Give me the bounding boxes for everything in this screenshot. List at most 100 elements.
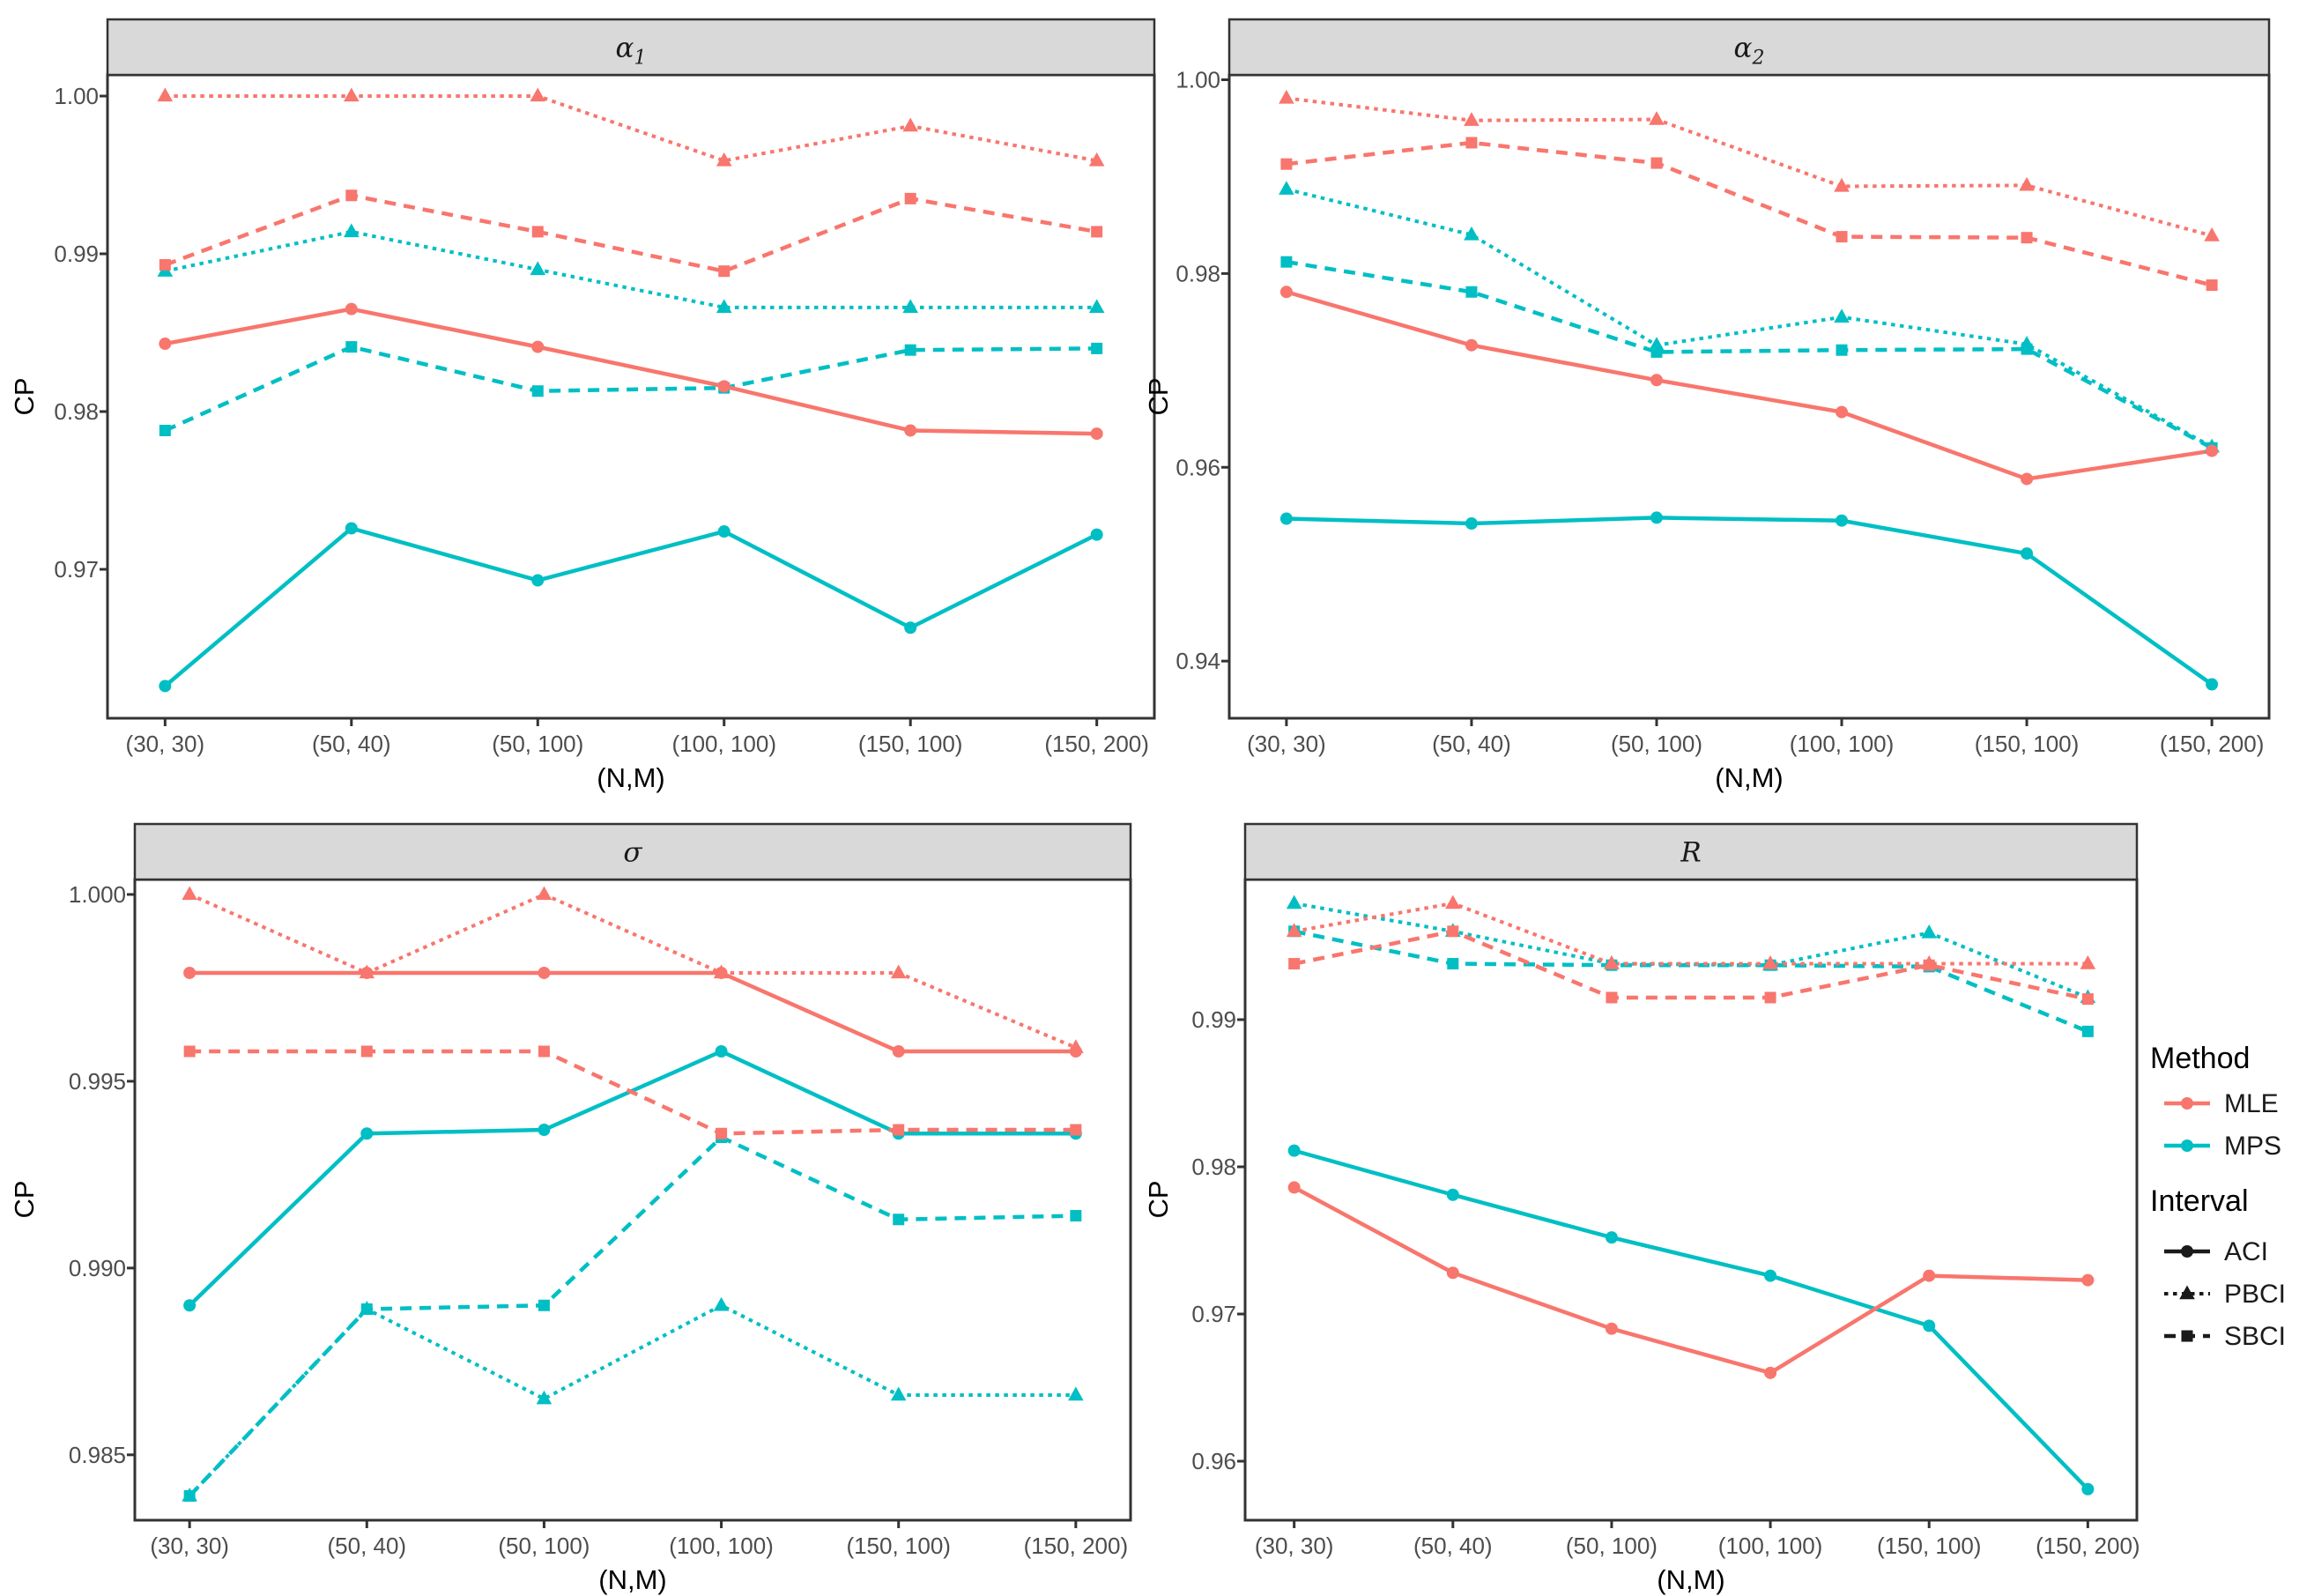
marker-MPS-SBCI — [904, 344, 916, 356]
facet-strip — [133, 822, 1132, 881]
marker-MLE-SBCI — [1280, 158, 1293, 170]
marker-MPS-PBCI — [1088, 299, 1105, 314]
marker-MPS-SBCI — [2021, 343, 2033, 355]
marker-MLE-PBCI — [1088, 152, 1105, 167]
marker-MLE-SBCI — [1650, 157, 1663, 169]
marker-MPS-ACI — [1287, 1144, 1301, 1157]
legend-item-label-SBCI: SBCI — [2224, 1322, 2286, 1351]
x-tick-label: (50, 100) — [1611, 731, 1702, 757]
legend-key-marker-ACI — [2181, 1245, 2193, 1258]
strip-title: R — [1680, 837, 1701, 869]
marker-MLE-ACI — [1650, 374, 1663, 387]
x-axis-title: (N,M) — [1715, 762, 1783, 793]
y-tick-label: 0.98 — [54, 398, 99, 425]
series-line-MLE-SBCI — [1294, 929, 2088, 1001]
panel-area — [1245, 880, 2137, 1520]
strip-title: σ — [623, 837, 642, 869]
marker-MPS-PBCI — [902, 299, 918, 314]
marker-MLE-ACI — [531, 340, 545, 353]
x-tick-label: (100, 100) — [671, 731, 776, 757]
marker-MPS-SBCI — [183, 1489, 196, 1502]
legend-key-marker-PBCI — [2179, 1285, 2195, 1300]
y-axis-title: CP — [1143, 1180, 1174, 1218]
marker-MLE-ACI — [538, 966, 551, 979]
marker-MPS-SBCI — [1280, 256, 1293, 268]
marker-MLE-ACI — [1446, 1266, 1459, 1280]
marker-MLE-SBCI — [1447, 925, 1459, 938]
marker-MLE-ACI — [159, 338, 172, 351]
y-tick-label: 0.96 — [1191, 1448, 1236, 1474]
marker-MPS-ACI — [1605, 1231, 1618, 1244]
marker-MLE-SBCI — [538, 1045, 550, 1058]
marker-MLE-ACI — [1923, 1269, 1936, 1282]
marker-MLE-ACI — [2021, 472, 2034, 486]
marker-MPS-SBCI — [1070, 1210, 1082, 1222]
marker-MPS-ACI — [1279, 512, 1293, 525]
x-tick-label: (50, 100) — [1566, 1533, 1658, 1559]
marker-MPS-ACI — [183, 1299, 197, 1312]
strip-title: α2 — [1734, 33, 1765, 70]
marker-MLE-PBCI — [157, 87, 174, 102]
x-tick-label: (150, 100) — [1877, 1533, 1982, 1559]
marker-MPS-SBCI — [531, 385, 544, 397]
marker-MPS-ACI — [531, 574, 545, 587]
marker-MLE-ACI — [904, 424, 917, 437]
marker-MPS-ACI — [345, 522, 358, 535]
x-tick-label: (30, 30) — [1255, 1533, 1334, 1559]
legend-item-label-MPS: MPS — [2224, 1132, 2281, 1161]
marker-MPS-ACI — [715, 1044, 728, 1058]
x-tick-label: (150, 200) — [2160, 731, 2265, 757]
facet-strip — [106, 18, 1156, 77]
marker-MPS-SBCI — [1650, 345, 1663, 358]
x-tick-label: (50, 100) — [498, 1533, 590, 1559]
panel-R: R 0.99 0.98 0.97 0.96 (30, 30) (50, 40) (50, 10… — [1143, 822, 2140, 1595]
panel-area — [135, 880, 1131, 1520]
panel-α2: α2 1.00 0.98 0.96 0.94 (30, 30) (50, 40) (50, 1… — [1143, 18, 2271, 793]
series-line-MPS-PBCI — [1286, 187, 2214, 449]
series-line-MPS-SBCI — [1294, 929, 2089, 1034]
marker-MLE-ACI — [1764, 1366, 1777, 1379]
panel-area — [108, 75, 1154, 718]
marker-MLE-ACI — [1279, 286, 1293, 299]
y-tick-label: 0.985 — [69, 1442, 126, 1468]
series-line-MLE-SBCI — [164, 193, 1098, 274]
legend-item-label-PBCI: PBCI — [2224, 1280, 2286, 1309]
series-line-MLE-SBCI — [189, 1049, 1076, 1136]
x-tick-label: (150, 100) — [858, 731, 963, 757]
series-line-MPS-ACI — [1294, 1148, 2089, 1491]
x-tick-label: (100, 100) — [1718, 1533, 1823, 1559]
legend: Method MLE MPS Interval ACI PBCI SBCI — [2150, 1042, 2286, 1351]
series-line-MLE-ACI — [164, 307, 1097, 436]
strip-title: α1 — [616, 33, 647, 70]
facet-strip — [1243, 822, 2139, 881]
marker-MLE-SBCI — [2081, 993, 2094, 1006]
marker-MLE-ACI — [717, 380, 731, 393]
y-tick-label: 0.990 — [69, 1255, 126, 1281]
marker-MLE-SBCI — [159, 259, 171, 271]
marker-MLE-SBCI — [1836, 231, 1848, 243]
marker-MLE-ACI — [345, 302, 358, 315]
marker-MPS-ACI — [1446, 1188, 1459, 1201]
x-tick-label: (30, 30) — [1247, 731, 1326, 757]
marker-MPS-PBCI — [716, 299, 732, 314]
marker-MPS-PBCI — [530, 261, 546, 276]
marker-MLE-PBCI — [1444, 895, 1461, 909]
marker-MLE-PBCI — [713, 964, 730, 979]
marker-MPS-SBCI — [1091, 342, 1103, 354]
marker-MPS-SBCI — [1465, 286, 1478, 298]
marker-MLE-PBCI — [2080, 955, 2096, 969]
marker-MLE-PBCI — [1068, 1039, 1084, 1053]
marker-MLE-SBCI — [531, 226, 544, 238]
marker-MLE-PBCI — [1464, 112, 1480, 126]
legend-item-label-ACI: ACI — [2224, 1237, 2268, 1266]
marker-MLE-PBCI — [2204, 227, 2220, 241]
marker-MPS-PBCI — [1279, 181, 1294, 195]
marker-MPS-ACI — [1650, 511, 1663, 524]
marker-MLE-ACI — [2081, 1273, 2095, 1287]
marker-MPS-PBCI — [713, 1296, 730, 1311]
marker-MLE-SBCI — [1764, 991, 1776, 1004]
marker-MPS-SBCI — [360, 1303, 373, 1315]
legend-item-label-MLE: MLE — [2224, 1089, 2279, 1118]
marker-MLE-PBCI — [1604, 955, 1620, 969]
facet-strip — [1227, 18, 2271, 77]
